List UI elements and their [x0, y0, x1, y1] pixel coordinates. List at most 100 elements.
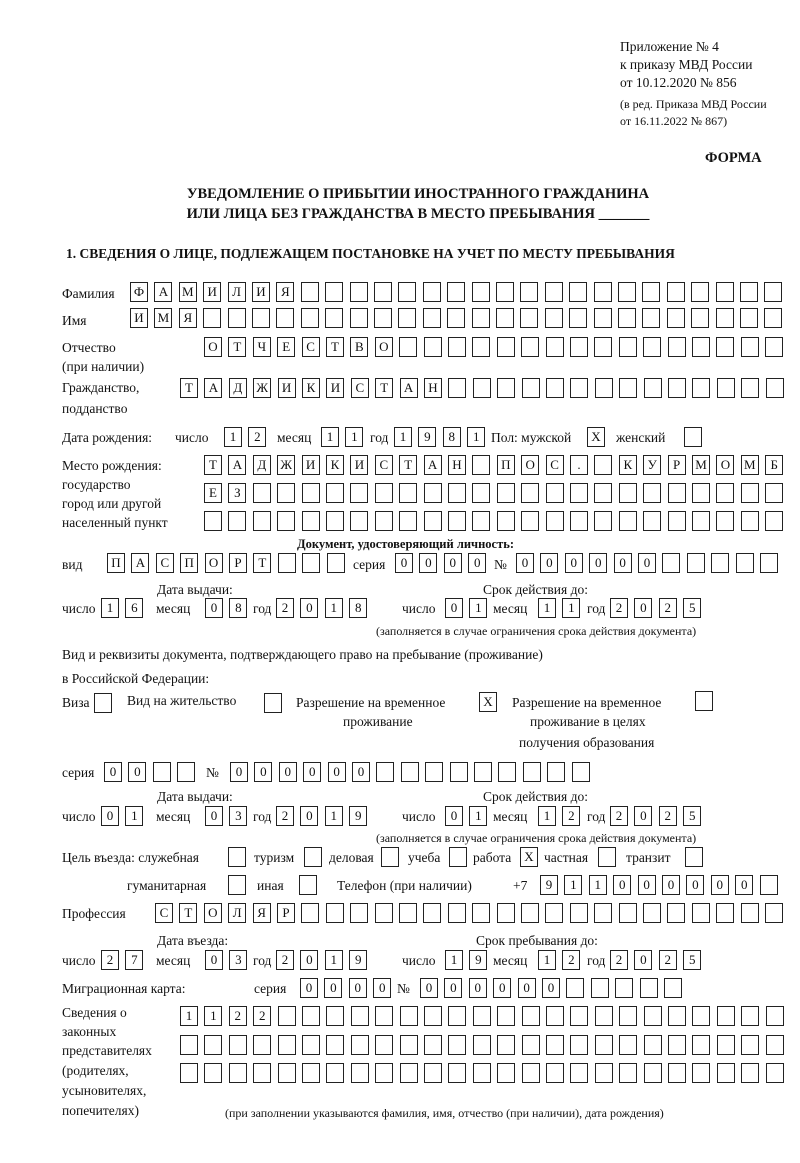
- char-box[interactable]: С: [350, 378, 369, 398]
- char-box[interactable]: [472, 455, 491, 475]
- char-box[interactable]: 5: [683, 598, 702, 618]
- char-box[interactable]: 9: [469, 950, 488, 970]
- char-box[interactable]: Т: [180, 378, 198, 398]
- char-box[interactable]: 0: [420, 978, 438, 998]
- char-box[interactable]: [765, 337, 784, 357]
- char-box[interactable]: 0: [564, 553, 583, 573]
- char-box[interactable]: [759, 875, 778, 895]
- char-box[interactable]: 1: [469, 598, 488, 618]
- char-box[interactable]: 1: [562, 598, 581, 618]
- char-box[interactable]: [716, 1006, 735, 1026]
- char-box[interactable]: [668, 378, 686, 398]
- char-box[interactable]: 2: [253, 1006, 272, 1026]
- char-box[interactable]: [227, 308, 246, 328]
- char-box[interactable]: 2: [658, 950, 677, 970]
- char-box[interactable]: [471, 282, 490, 302]
- char-box[interactable]: [521, 903, 539, 923]
- char-box[interactable]: [691, 282, 710, 302]
- char-box[interactable]: А: [154, 282, 173, 302]
- char-box[interactable]: 0: [205, 598, 223, 618]
- char-box[interactable]: [471, 308, 490, 328]
- char-box[interactable]: 0: [303, 762, 322, 782]
- char-box[interactable]: [643, 511, 662, 531]
- char-box[interactable]: [252, 483, 271, 503]
- char-box[interactable]: [643, 483, 662, 503]
- char-box[interactable]: [570, 378, 589, 398]
- char-box[interactable]: 0: [352, 762, 370, 782]
- char-box[interactable]: [424, 1006, 442, 1026]
- male-checkbox[interactable]: X: [587, 427, 611, 448]
- char-box[interactable]: [252, 308, 270, 328]
- char-box[interactable]: [301, 511, 320, 531]
- char-box[interactable]: Я: [252, 903, 271, 923]
- checkbox-cell[interactable]: [598, 847, 616, 867]
- char-box[interactable]: [619, 378, 638, 398]
- char-box[interactable]: [399, 1006, 418, 1026]
- char-box[interactable]: 3: [229, 950, 248, 970]
- char-box[interactable]: 1: [101, 598, 119, 618]
- char-box[interactable]: [522, 762, 541, 782]
- char-box[interactable]: [668, 1063, 686, 1083]
- trpe-checkbox[interactable]: [695, 691, 719, 712]
- char-box[interactable]: 7: [125, 950, 144, 970]
- char-box[interactable]: 0: [637, 875, 656, 895]
- char-box[interactable]: [765, 511, 784, 531]
- char-box[interactable]: [448, 1035, 467, 1055]
- char-box[interactable]: [643, 903, 661, 923]
- char-box[interactable]: А: [204, 378, 223, 398]
- char-box[interactable]: [740, 903, 759, 923]
- char-box[interactable]: 2: [658, 806, 677, 826]
- char-box[interactable]: О: [374, 337, 393, 357]
- char-box[interactable]: [594, 337, 613, 357]
- char-box[interactable]: [594, 903, 613, 923]
- char-box[interactable]: М: [692, 455, 710, 475]
- char-box[interactable]: [228, 1063, 247, 1083]
- char-box[interactable]: [399, 511, 418, 531]
- char-box[interactable]: [276, 308, 295, 328]
- char-box[interactable]: [618, 483, 637, 503]
- char-box[interactable]: [760, 553, 778, 573]
- char-box[interactable]: Е: [277, 337, 296, 357]
- char-box[interactable]: Д: [228, 378, 247, 398]
- char-box[interactable]: [570, 511, 588, 531]
- char-box[interactable]: [301, 903, 320, 923]
- char-box[interactable]: А: [423, 455, 442, 475]
- char-box[interactable]: 0: [613, 553, 632, 573]
- char-box[interactable]: 1: [538, 806, 556, 826]
- char-box[interactable]: [692, 1063, 711, 1083]
- char-box[interactable]: [692, 483, 710, 503]
- char-box[interactable]: [423, 903, 442, 923]
- char-box[interactable]: И: [301, 455, 320, 475]
- char-box[interactable]: 1: [538, 598, 556, 618]
- char-box[interactable]: 2: [101, 950, 119, 970]
- char-box[interactable]: [668, 1006, 686, 1026]
- char-box[interactable]: [302, 1035, 320, 1055]
- char-box[interactable]: [692, 378, 711, 398]
- char-box[interactable]: [374, 903, 393, 923]
- char-box[interactable]: [374, 282, 392, 302]
- char-box[interactable]: С: [155, 553, 174, 573]
- purpose-humanitarian-checkbox[interactable]: [228, 875, 252, 896]
- char-box[interactable]: 1: [180, 1006, 198, 1026]
- char-box[interactable]: [686, 553, 705, 573]
- char-box[interactable]: [593, 282, 612, 302]
- char-box[interactable]: [643, 378, 662, 398]
- char-box[interactable]: [545, 483, 564, 503]
- char-box[interactable]: [374, 511, 393, 531]
- char-box[interactable]: [570, 337, 588, 357]
- char-box[interactable]: 2: [276, 598, 294, 618]
- char-box[interactable]: 0: [300, 598, 319, 618]
- char-box[interactable]: [497, 1063, 516, 1083]
- char-box[interactable]: [667, 337, 686, 357]
- char-box[interactable]: [472, 511, 491, 531]
